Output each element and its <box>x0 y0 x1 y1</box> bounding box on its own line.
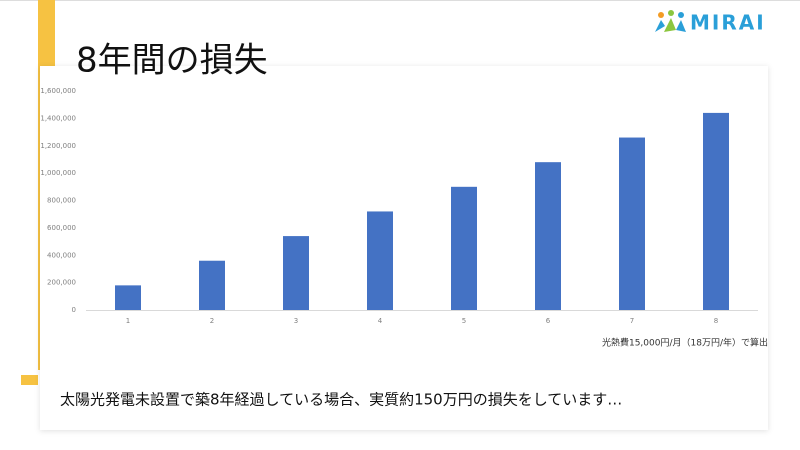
caption: 太陽光発電未設置で築8年経過している場合、実質約150万円の損失をしています… <box>60 391 622 409</box>
accent-block <box>21 375 38 385</box>
x-tick-label: 2 <box>210 317 214 325</box>
y-tick-label: 600,000 <box>47 224 76 232</box>
bar <box>283 236 309 310</box>
y-tick-label: 1,200,000 <box>40 142 76 150</box>
x-tick-label: 1 <box>126 317 130 325</box>
y-tick-label: 1,000,000 <box>40 169 76 177</box>
bar <box>619 137 645 310</box>
x-tick-label: 7 <box>630 317 634 325</box>
chart-title: 8年間の損失 <box>76 41 268 81</box>
logo-icon <box>655 10 686 32</box>
x-tick-label: 5 <box>462 317 466 325</box>
x-tick-label: 4 <box>378 317 383 325</box>
x-tick-label: 3 <box>294 317 298 325</box>
y-tick-label: 200,000 <box>47 279 76 287</box>
x-tick-label: 8 <box>714 317 718 325</box>
bar <box>535 162 561 310</box>
logo-text: MIRAI <box>690 11 766 35</box>
bar <box>451 186 477 310</box>
x-tick-label: 6 <box>546 317 551 325</box>
bar <box>115 285 141 310</box>
bar <box>367 211 393 310</box>
bar <box>199 260 225 310</box>
y-tick-label: 400,000 <box>47 251 76 259</box>
annotation: 光熱費15,000円/月（18万円/年）で算出 <box>602 337 768 349</box>
y-tick-label: 1,600,000 <box>40 87 76 95</box>
y-tick-label: 800,000 <box>47 197 76 205</box>
bar <box>703 112 729 311</box>
content-card <box>40 66 768 430</box>
y-tick-label: 0 <box>72 306 76 314</box>
y-tick-label: 1,400,000 <box>40 114 76 122</box>
